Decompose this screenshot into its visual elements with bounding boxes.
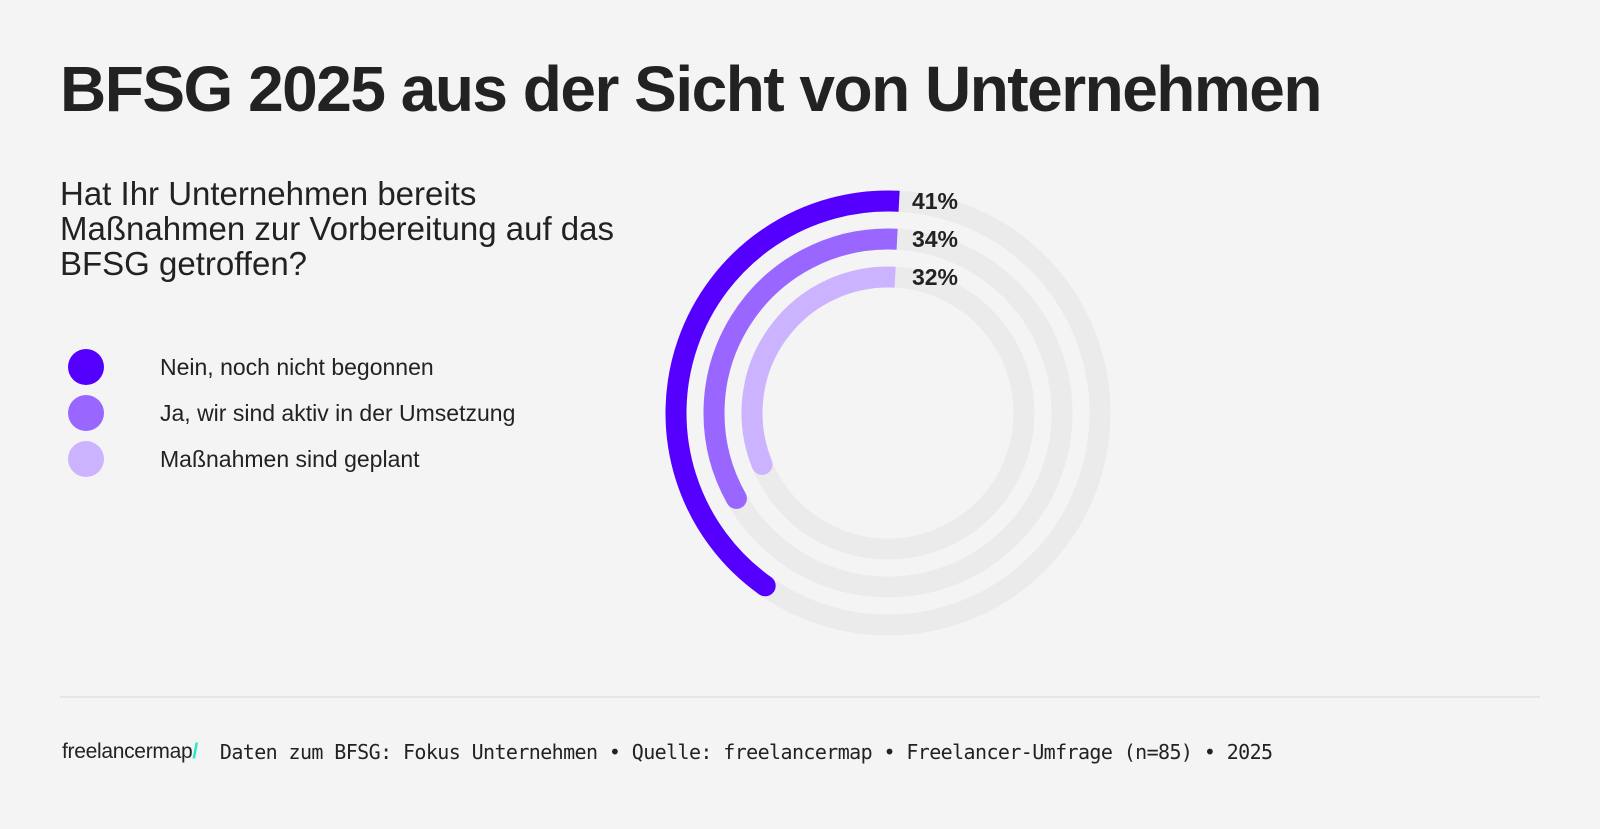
logo-text: freelancermap <box>62 740 193 763</box>
legend-dot-icon <box>68 349 104 385</box>
data-label: 34% <box>912 226 958 252</box>
page-title: BFSG 2025 aus der Sicht von Unternehmen <box>60 53 1322 125</box>
legend-label: Nein, noch nicht begonnen <box>160 353 434 380</box>
ring-bar-end-cap <box>754 575 776 597</box>
footer-divider <box>60 696 1540 698</box>
legend: Nein, noch nicht begonnen Ja, wir sind a… <box>68 344 515 482</box>
ring-bar-end-cap <box>751 453 773 475</box>
legend-label: Maßnahmen sind geplant <box>160 445 420 472</box>
ring-bar <box>665 190 900 595</box>
legend-dot-icon <box>68 395 104 431</box>
footer: freelancermap/ Daten zum BFSG: Fokus Unt… <box>62 740 1273 764</box>
data-label: 41% <box>912 188 958 214</box>
ring-bar <box>703 228 898 504</box>
chart-question: Hat Ihr Unternehmen bereits Maßnahmen zu… <box>60 175 614 282</box>
logo-slash-icon: / <box>192 740 198 763</box>
legend-dot-icon <box>68 441 104 477</box>
legend-label: Ja, wir sind aktiv in der Umsetzung <box>160 399 516 426</box>
source-note: Daten zum BFSG: Fokus Unternehmen • Quel… <box>219 740 1273 764</box>
legend-item: Maßnahmen sind geplant <box>68 436 515 482</box>
ring-bar-end-cap <box>725 487 747 509</box>
ring-bar <box>741 266 896 469</box>
legend-item: Nein, noch nicht begonnen <box>68 344 515 390</box>
legend-item: Ja, wir sind aktiv in der Umsetzung <box>68 390 515 436</box>
data-label: 32% <box>912 264 958 290</box>
freelancermap-logo: freelancermap/ <box>62 740 198 764</box>
